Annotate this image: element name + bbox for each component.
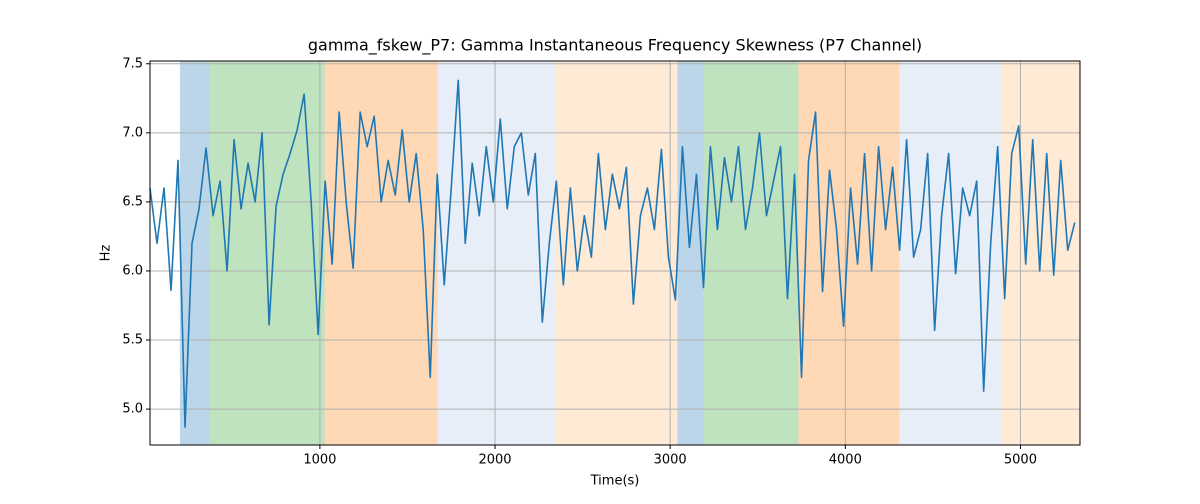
- y-axis-label: Hz: [99, 245, 114, 262]
- shaded-span: [798, 61, 900, 445]
- chart-title: gamma_fskew_P7: Gamma Instantaneous Freq…: [308, 36, 922, 56]
- x-axis-label: Time(s): [590, 474, 640, 489]
- shaded-span: [209, 61, 325, 445]
- x-tick-label: 1000: [303, 453, 336, 468]
- shaded-span: [703, 61, 799, 445]
- shaded-span: [677, 61, 704, 445]
- x-tick-label: 5000: [1004, 453, 1037, 468]
- x-tick-label: 3000: [654, 453, 687, 468]
- shaded-span: [437, 61, 556, 445]
- x-tick-label: 4000: [829, 453, 862, 468]
- shaded-span: [324, 61, 438, 445]
- y-tick-label: 7.0: [122, 125, 143, 140]
- data-line: [149, 79, 1076, 428]
- x-tick-label: 2000: [478, 453, 511, 468]
- y-tick-label: 7.5: [122, 56, 143, 71]
- shaded-span: [179, 61, 210, 445]
- y-tick-label: 6.5: [122, 194, 143, 209]
- shaded-span: [555, 61, 678, 445]
- plot-frame: [149, 60, 1081, 446]
- y-tick-label: 5.0: [122, 402, 143, 417]
- y-tick-label: 5.5: [122, 333, 143, 348]
- y-tick-label: 6.0: [122, 263, 143, 278]
